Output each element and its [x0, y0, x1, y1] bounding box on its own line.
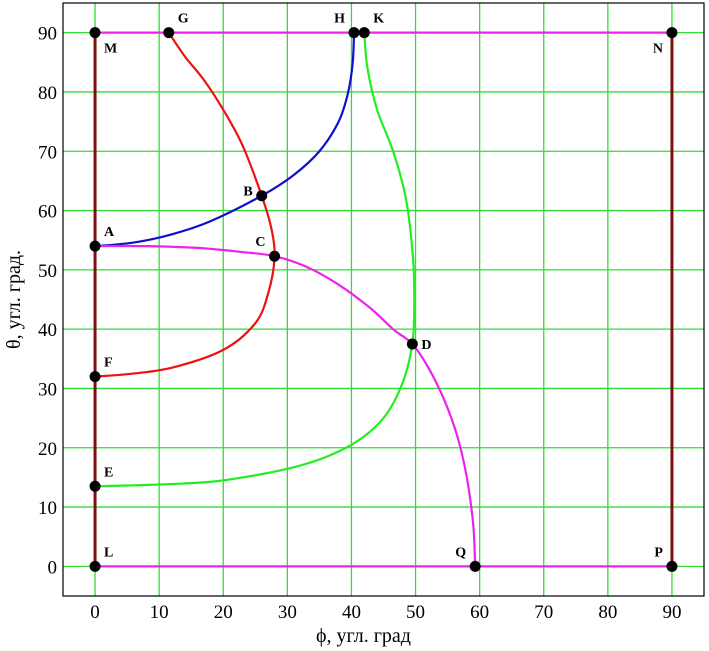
y-tick-label: 60 — [38, 202, 57, 223]
point-L — [89, 560, 101, 572]
point-label-A: A — [104, 225, 115, 240]
point-labels: M G H K N B A C D F E L Q P — [104, 12, 663, 561]
point-H — [348, 27, 360, 39]
point-N — [666, 27, 678, 39]
point-C — [269, 250, 281, 262]
point-label-Q: Q — [455, 545, 466, 560]
y-tick-label: 50 — [38, 261, 57, 282]
point-label-L: L — [104, 545, 113, 560]
point-F — [89, 371, 101, 383]
point-Q — [469, 560, 481, 572]
x-tick-label: 0 — [90, 602, 100, 623]
grid — [63, 3, 704, 596]
y-tick-label: 0 — [48, 557, 58, 578]
x-tick-label: 70 — [534, 602, 553, 623]
x-tick-label: 40 — [342, 602, 361, 623]
series-line-red-4 — [93, 31, 276, 378]
point-label-P: P — [654, 545, 663, 560]
point-D — [406, 338, 418, 350]
x-tick-label: 90 — [662, 602, 681, 623]
y-tick-label: 90 — [38, 24, 57, 45]
series-line-blue-5 — [93, 31, 356, 248]
point-markers — [89, 27, 678, 572]
point-label-D: D — [421, 338, 431, 353]
y-tick-label: 40 — [38, 320, 57, 341]
point-B — [256, 190, 268, 202]
x-axis-title: ϕ, угл. град — [316, 625, 411, 647]
y-tick-label: 80 — [38, 83, 57, 104]
point-label-H: H — [334, 12, 345, 27]
x-tick-label: 50 — [406, 602, 425, 623]
point-E — [89, 480, 101, 492]
point-P — [666, 560, 678, 572]
point-label-M: M — [104, 42, 117, 57]
x-tick-label: 30 — [278, 602, 297, 623]
point-label-C: C — [255, 235, 265, 250]
point-label-B: B — [243, 185, 252, 200]
series-line-green-6 — [93, 31, 416, 488]
x-tick-label: 10 — [150, 602, 169, 623]
y-axis-title: θ, угл. град. — [3, 250, 25, 349]
point-K — [358, 27, 370, 39]
x-tick-label: 60 — [470, 602, 489, 623]
x-tick-label: 20 — [214, 602, 233, 623]
y-tick-label: 30 — [38, 379, 57, 400]
point-label-E: E — [104, 465, 113, 480]
point-G — [163, 27, 175, 39]
y-tick-label: 10 — [38, 498, 57, 519]
point-label-N: N — [653, 42, 663, 57]
plot-frame — [62, 2, 705, 597]
y-tick-label: 20 — [38, 439, 57, 460]
series-line-magenta-7 — [93, 244, 477, 568]
x-tick-label: 80 — [598, 602, 617, 623]
point-label-F: F — [104, 356, 113, 371]
series-group — [93, 31, 674, 568]
y-tick-label: 70 — [38, 142, 57, 163]
point-M — [89, 27, 101, 39]
tick-labels: 0 10 20 30 40 50 60 70 80 90 0 10 20 30 40 50 60 70 80 90 — [38, 24, 681, 623]
point-A — [89, 240, 101, 252]
point-label-K: K — [373, 12, 384, 27]
point-label-G: G — [178, 12, 189, 27]
